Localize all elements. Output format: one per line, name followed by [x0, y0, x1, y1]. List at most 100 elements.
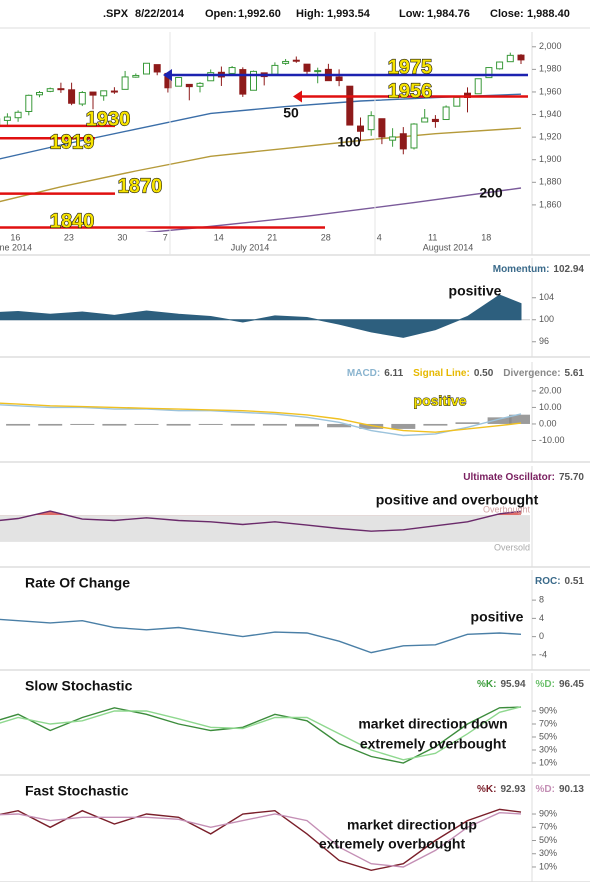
- divergence-bar: [230, 423, 255, 426]
- candle-body: [453, 96, 461, 107]
- divergence-bar: [134, 423, 159, 425]
- y-tick-label: 1,860: [539, 199, 562, 209]
- candle-body: [271, 64, 279, 75]
- candle-body: [132, 74, 140, 78]
- series-line: [0, 402, 522, 433]
- readout-label: Signal Line:: [413, 368, 470, 379]
- series-line: [0, 706, 522, 761]
- candle-body: [57, 88, 65, 91]
- candle-body: [431, 118, 439, 123]
- symbol: .SPX: [103, 8, 129, 20]
- plot-area: [0, 808, 522, 872]
- divergence-bar: [423, 423, 448, 426]
- y-tick-label: 90%: [539, 705, 557, 715]
- ma-label: 100: [337, 134, 361, 150]
- candle-body: [110, 90, 118, 93]
- candle-body: [346, 85, 354, 126]
- candle-body: [36, 92, 43, 96]
- y-tick-label: 4: [539, 613, 544, 623]
- y-tick-label: 30%: [539, 744, 557, 754]
- y-tick-label: 1,980: [539, 64, 562, 74]
- divergence-bar: [70, 423, 95, 425]
- y-tick-label: 8: [539, 595, 544, 605]
- y-tick-label: 0: [539, 631, 544, 641]
- plot-area: [0, 618, 522, 654]
- candle-body: [517, 54, 525, 61]
- level-label: 1870: [118, 175, 163, 197]
- readout: Ultimate Oscillator: 75.70: [463, 472, 584, 483]
- annotation: positive: [449, 283, 502, 299]
- plot-area: [0, 402, 530, 437]
- candle-body: [121, 76, 129, 90]
- candle-body: [228, 67, 236, 74]
- candle-body: [78, 92, 86, 105]
- plot-area: [0, 510, 530, 542]
- candle-body: [46, 88, 54, 92]
- x-tick-label: 7: [163, 232, 168, 242]
- readout-label: %K:: [477, 679, 496, 690]
- candle-body: [378, 118, 386, 138]
- candle-body: [3, 116, 11, 121]
- readout-value: 0.51: [565, 576, 585, 587]
- quote-label: Close:: [490, 8, 524, 20]
- series-line: [0, 618, 522, 654]
- candle-body: [421, 117, 429, 123]
- readout-label: %D:: [536, 679, 555, 690]
- readout: %K: 92.93 %D: 90.13: [477, 784, 584, 795]
- y-tick-label: -10.00: [539, 435, 565, 445]
- candle-body: [175, 76, 183, 87]
- candle-body: [282, 60, 290, 64]
- candle-body: [89, 91, 97, 96]
- y-tick-label: 30%: [539, 848, 557, 858]
- divergence-bar: [102, 423, 127, 426]
- y-tick-label: 104: [539, 292, 554, 302]
- arrow-head: [293, 90, 302, 103]
- y-tick-label: 100: [539, 314, 554, 324]
- readout-value: 92.93: [500, 784, 525, 795]
- quote-label: High:: [296, 8, 324, 20]
- x-tick-label: 21: [267, 232, 277, 242]
- annotation: positive: [414, 393, 467, 409]
- x-tick-label: 18: [481, 232, 491, 242]
- readout: Momentum: 102.94: [493, 264, 585, 275]
- divergence-bar: [38, 423, 63, 426]
- readout-value: 6.11: [384, 368, 403, 379]
- candle-body: [14, 111, 22, 119]
- candle-body: [25, 94, 33, 112]
- readout: MACD: 6.11 Signal Line: 0.50 Divergence: 5.61: [347, 368, 585, 379]
- annotation: positive: [471, 609, 524, 625]
- y-tick-label: 70%: [539, 822, 557, 832]
- candle-body: [239, 69, 247, 95]
- candle-body: [496, 61, 504, 70]
- annotation: market direction down: [358, 716, 507, 732]
- candle-body: [335, 76, 343, 82]
- y-tick-label: 50%: [539, 731, 557, 741]
- readout-label: ROC:: [535, 576, 561, 587]
- date: 8/22/2014: [135, 8, 185, 20]
- y-tick-label: 1,940: [539, 109, 562, 119]
- series-line: [0, 808, 522, 872]
- plot-area: [0, 706, 522, 764]
- divergence-bar: [487, 417, 512, 424]
- y-tick-label: 1,920: [539, 132, 562, 142]
- y-tick-label: 2,000: [539, 41, 562, 51]
- overbought-label: Overbought: [483, 504, 531, 514]
- y-tick-label: 1,960: [539, 86, 562, 96]
- divergence-bar: [166, 423, 191, 426]
- readout-label: Momentum:: [493, 264, 550, 275]
- y-tick-label: 1,880: [539, 177, 562, 187]
- candle-body: [100, 90, 108, 97]
- annotation: market direction up: [347, 817, 477, 833]
- readout-value: 96.45: [559, 679, 584, 690]
- quote-value: 1,993.54: [327, 8, 371, 20]
- readout-value: 5.61: [565, 368, 585, 379]
- series-line: [0, 811, 522, 868]
- y-tick-label: -4: [539, 649, 547, 659]
- month-label: June 2014: [0, 242, 32, 252]
- candle-body: [399, 133, 407, 150]
- ma-label: 200: [479, 185, 503, 201]
- candle-body: [485, 67, 493, 79]
- candle-body: [389, 136, 397, 141]
- candle-body: [357, 125, 364, 132]
